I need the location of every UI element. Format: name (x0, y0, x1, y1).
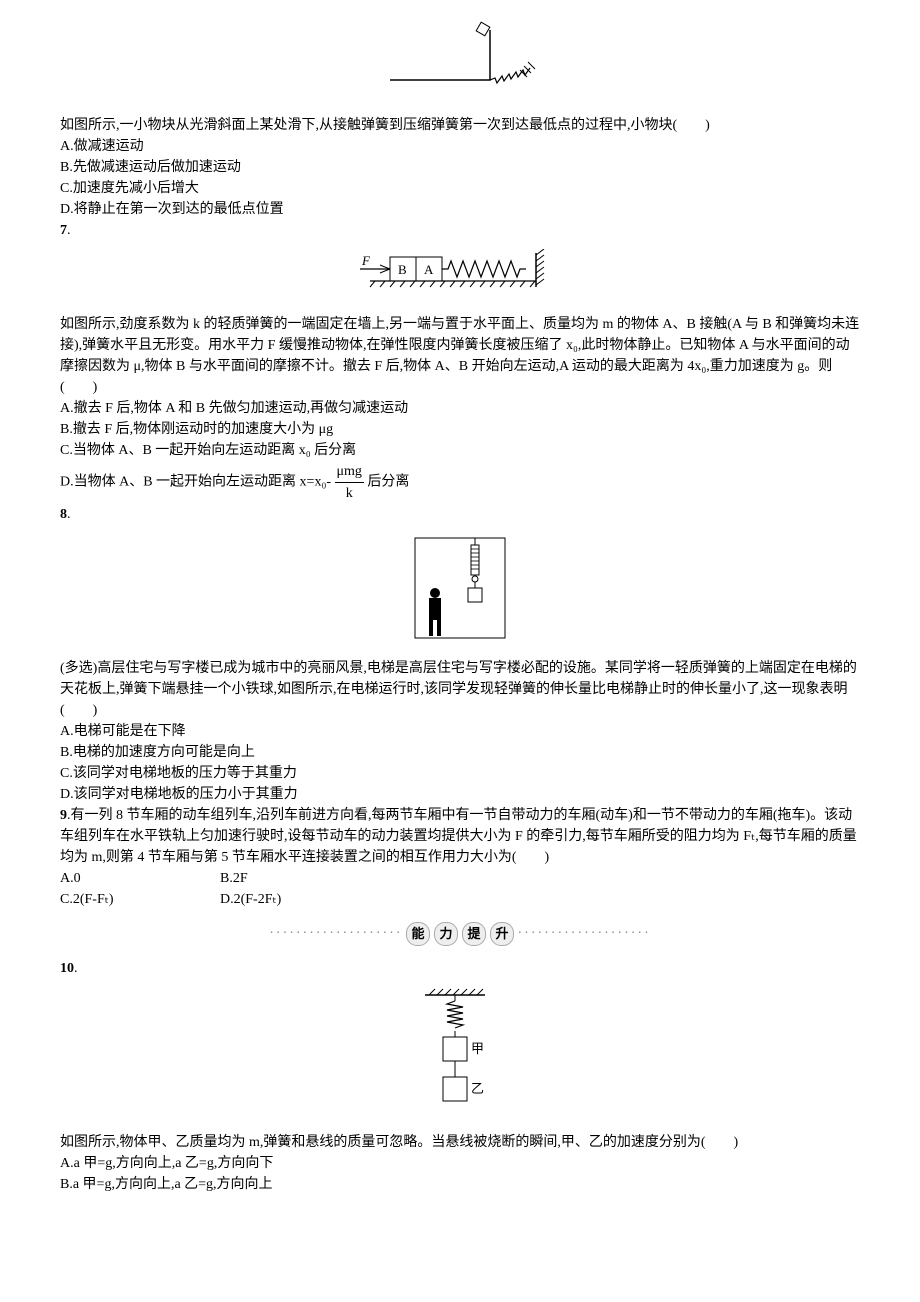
section-pill: 能 力 提 升 (406, 922, 514, 946)
q10-stem: 如图所示,物体甲、乙质量均为 m,弹簧和悬线的质量可忽略。当悬线被烧断的瞬间,甲… (60, 1132, 860, 1153)
q6-figure (60, 20, 860, 107)
q6-option-a: A.做减速运动 (60, 136, 860, 157)
q9-option-a: A.0 (60, 868, 220, 889)
q10-option-a: A.a 甲=g,方向向上,a 乙=g,方向向下 (60, 1153, 860, 1174)
q7-option-d: D.当物体 A、B 一起开始向左运动距离 x=x₀- μmg k 后分离 (60, 461, 860, 504)
q6-stem: 如图所示,一小物块从光滑斜面上某处滑下,从接触弹簧到压缩弹簧第一次到达最低点的过… (60, 115, 860, 136)
dots-left: ···················· (269, 926, 402, 941)
q10-figure: 甲 乙 (60, 987, 860, 1124)
q9-number: 9 (60, 808, 67, 823)
q9-option-c: C.2(F-Fₜ) (60, 889, 220, 910)
elevator-diagram (405, 533, 515, 643)
spring-two-blocks-diagram: 甲 乙 (405, 987, 515, 1117)
q7-stem: 如图所示,劲度系数为 k 的轻质弹簧的一端固定在墙上,另一端与置于水平面上、质量… (60, 314, 860, 398)
q8-option-c: C.该同学对电梯地板的压力等于其重力 (60, 763, 860, 784)
q8-number: 8. (60, 504, 860, 525)
svg-text:乙: 乙 (471, 1081, 484, 1096)
svg-text:F: F (361, 253, 371, 268)
q9-block: 9.有一列 8 节车厢的动车组列车,沿列车前进方向看,每两节车厢中有一节自带动力… (60, 805, 860, 868)
q9-option-b: B.2F (220, 868, 380, 889)
q7-figure: F B A (60, 249, 860, 306)
section-badge: ···················· 能 力 提 升 ···········… (60, 922, 860, 946)
q6-option-d: D.将静止在第一次到达的最低点位置 (60, 199, 860, 220)
q10-number: 10. (60, 958, 860, 979)
q7-d-pre: D.当物体 A、B 一起开始向左运动距离 x=x₀- (60, 475, 331, 490)
q9-option-d: D.2(F-2Fₜ) (220, 889, 380, 910)
fraction-num: μmg (335, 461, 364, 483)
q6-option-c: C.加速度先减小后增大 (60, 178, 860, 199)
q6-option-b: B.先做减速运动后做加速运动 (60, 157, 860, 178)
svg-text:甲: 甲 (471, 1041, 484, 1056)
q7-number: 7. (60, 220, 860, 241)
q10-option-b: B.a 甲=g,方向向上,a 乙=g,方向向上 (60, 1174, 860, 1195)
fraction-den: k (335, 483, 364, 504)
q9-options-row2: C.2(F-Fₜ) D.2(F-2Fₜ) (60, 889, 860, 910)
q7-option-b: B.撤去 F 后,物体刚运动时的加速度大小为 μg (60, 419, 860, 440)
q8-option-d: D.该同学对电梯地板的压力小于其重力 (60, 784, 860, 805)
dots-right: ···················· (518, 926, 651, 941)
q8-option-a: A.电梯可能是在下降 (60, 721, 860, 742)
q7-d-post: 后分离 (367, 475, 409, 490)
fraction: μmg k (335, 461, 364, 504)
q8-option-b: B.电梯的加速度方向可能是向上 (60, 742, 860, 763)
pill-c2: 力 (434, 922, 458, 946)
q7-option-a: A.撤去 F 后,物体 A 和 B 先做匀加速运动,再做匀减速运动 (60, 398, 860, 419)
pill-c4: 升 (490, 922, 514, 946)
q8-stem: (多选)高层住宅与写字楼已成为城市中的亮丽风景,电梯是高层住宅与写字楼必配的设施… (60, 658, 860, 721)
pill-c1: 能 (406, 922, 430, 946)
q9-stem: .有一列 8 节车厢的动车组列车,沿列车前进方向看,每两节车厢中有一节自带动力的… (60, 808, 857, 865)
q7-option-c: C.当物体 A、B 一起开始向左运动距离 x₀ 后分离 (60, 440, 860, 461)
spring-blocks-diagram: F B A (330, 249, 590, 299)
pill-c3: 提 (462, 922, 486, 946)
q8-figure (60, 533, 860, 650)
q9-options-row1: A.0 B.2F (60, 868, 860, 889)
incline-spring-diagram (380, 20, 540, 100)
svg-text:B: B (398, 262, 407, 277)
svg-text:A: A (424, 262, 434, 277)
